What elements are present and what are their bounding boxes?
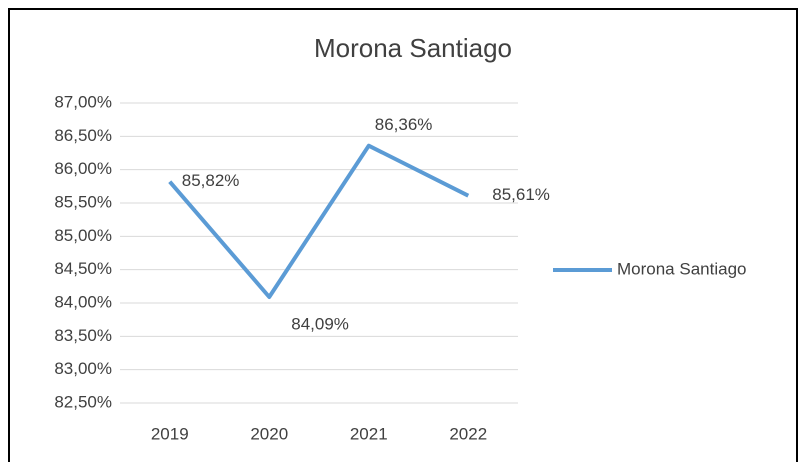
y-tick-label: 82,50% — [54, 392, 112, 411]
y-tick-label: 84,00% — [54, 292, 112, 311]
y-tick-label: 83,00% — [54, 359, 112, 378]
y-tick-label: 87,00% — [54, 92, 112, 111]
y-tick-label: 83,50% — [54, 326, 112, 345]
data-label: 85,61% — [492, 185, 550, 204]
y-tick-label: 84,50% — [54, 259, 112, 278]
x-tick-label: 2019 — [151, 424, 189, 443]
y-tick-label: 86,50% — [54, 126, 112, 145]
data-label: 85,82% — [182, 171, 240, 190]
y-tick-label: 86,00% — [54, 159, 112, 178]
y-tick-label: 85,00% — [54, 226, 112, 245]
legend-label: Morona Santiago — [617, 259, 746, 278]
chart-frame — [8, 8, 798, 462]
y-tick-label: 85,50% — [54, 192, 112, 211]
x-tick-label: 2022 — [449, 424, 487, 443]
data-line — [168, 143, 470, 299]
data-label: 86,36% — [375, 115, 433, 134]
x-tick-label: 2021 — [350, 424, 388, 443]
data-label: 84,09% — [291, 314, 349, 333]
x-tick-label: 2020 — [250, 424, 288, 443]
chart-title: Morona Santiago — [314, 33, 512, 63]
